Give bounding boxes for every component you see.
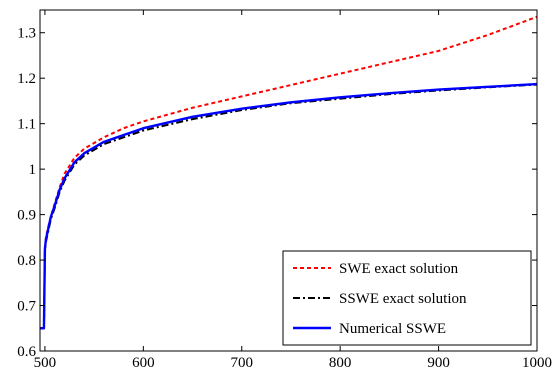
y-tick-label: 0.6 — [17, 344, 36, 360]
y-tick-label: 0.8 — [17, 253, 36, 269]
x-tick-label: 700 — [231, 355, 254, 371]
x-tick-label: 800 — [329, 355, 352, 371]
y-tick-label: 0.9 — [17, 208, 36, 224]
legend-label-1: SWE exact solution — [339, 261, 459, 277]
series-line-3 — [40, 82, 537, 330]
x-tick-label: 600 — [132, 355, 155, 371]
plot-area — [40, 15, 537, 330]
y-tick-label: 0.7 — [17, 299, 36, 315]
axes: 500 600 700 800 900 1000 0.6 0.7 0.8 0.9 1 1.1 1.2 1.… — [17, 9, 552, 371]
y-tick-label: 1 — [29, 162, 37, 178]
x-tick-label: 1000 — [522, 355, 552, 371]
y-tick-label: 1.1 — [17, 117, 36, 133]
x-tick-label: 500 — [34, 355, 57, 371]
legend: SWE exact solution SSWE exact solution Num… — [282, 250, 532, 346]
legend-label-3: Numerical SSWE — [339, 321, 446, 337]
x-tick-label: 900 — [427, 355, 450, 371]
legend-label-2: SSWE exact solution — [339, 291, 467, 307]
y-tick-label: 1.2 — [17, 71, 36, 87]
y-tick-label: 1.3 — [17, 26, 36, 42]
axes-frame — [39, 9, 538, 352]
